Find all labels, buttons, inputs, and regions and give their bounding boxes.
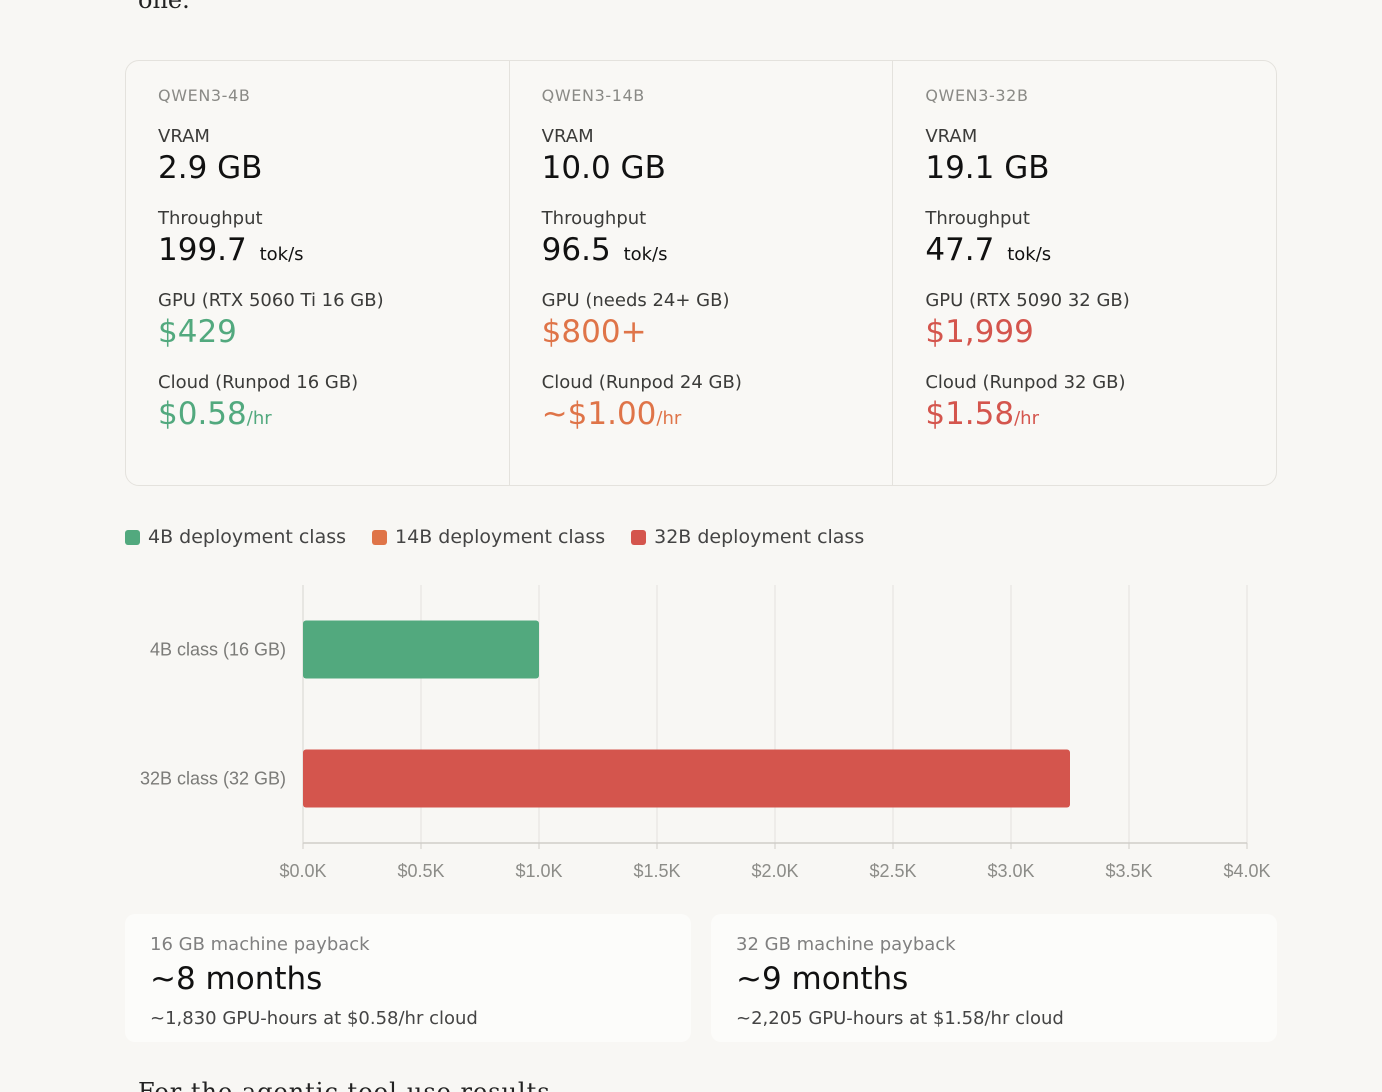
payback-card-16gb: 16 GB machine payback ~8 months ~1,830 G… <box>125 914 691 1042</box>
model-card-14b: QWEN3-14B VRAM 10.0 GB Throughput 96.5 t… <box>510 61 894 485</box>
legend-swatch <box>125 529 140 545</box>
x-tick-label: $3.0K <box>987 861 1034 881</box>
cloud-price-metric: Cloud (Runpod 24 GB) ~$1.00/hr <box>542 372 893 434</box>
payback-detail: ~1,830 GPU-hours at $0.58/hr cloud <box>150 1008 478 1029</box>
gpu-price: $1,999 <box>925 314 1034 350</box>
cloud-price-unit: /hr <box>656 408 682 429</box>
cloud-price-row: $0.58/hr <box>158 394 509 434</box>
throughput-value: 47.7 <box>925 232 995 268</box>
throughput-value-row: 96.5 tok/s <box>542 230 893 270</box>
throughput-metric: Throughput 199.7 tok/s <box>158 208 509 270</box>
cloud-price-row: $1.58/hr <box>925 394 1276 434</box>
payback-label: 32 GB machine payback <box>736 934 956 955</box>
throughput-value-row: 47.7 tok/s <box>925 230 1276 270</box>
gpu-label: GPU (RTX 5060 Ti 16 GB) <box>158 290 384 311</box>
x-tick-label: $1.5K <box>633 861 680 881</box>
vram-value: 19.1 GB <box>925 150 1050 186</box>
legend-label: 14B deployment class <box>395 526 606 548</box>
cloud-price-unit: /hr <box>246 408 272 429</box>
throughput-value: 199.7 <box>158 232 247 268</box>
legend-label: 4B deployment class <box>148 526 347 548</box>
chart-legend: 4B deployment class 14B deployment class… <box>125 524 890 550</box>
legend-item-14b: 14B deployment class <box>372 526 605 548</box>
prose-fragment-top: one. <box>138 0 190 14</box>
category-label: 32B class (32 GB) <box>140 769 286 789</box>
cloud-label: Cloud (Runpod 32 GB) <box>925 372 1126 393</box>
model-name: QWEN3-32B <box>925 86 1029 105</box>
x-tick-label: $0.5K <box>397 861 444 881</box>
x-tick-label: $2.5K <box>869 861 916 881</box>
legend-swatch <box>631 529 647 545</box>
throughput-unit: tok/s <box>623 244 668 265</box>
legend-label: 32B deployment class <box>654 526 865 548</box>
category-label: 4B class (16 GB) <box>150 640 286 660</box>
vram-label: VRAM <box>541 126 594 147</box>
model-name: QWEN3-4B <box>158 86 251 105</box>
payback-detail: ~2,205 GPU-hours at $1.58/hr cloud <box>736 1008 1064 1029</box>
cloud-price: ~$1.00 <box>541 396 657 432</box>
cloud-price-metric: Cloud (Runpod 16 GB) $0.58/hr <box>158 372 509 434</box>
gpu-label: GPU (needs 24+ GB) <box>541 290 730 311</box>
cloud-price-metric: Cloud (Runpod 32 GB) $1.58/hr <box>925 372 1276 434</box>
gpu-price: $800+ <box>541 314 647 350</box>
x-tick-label: $2.0K <box>751 861 798 881</box>
vram-metric: VRAM 2.9 GB <box>158 126 509 188</box>
payback-label: 16 GB machine payback <box>150 934 370 955</box>
payback-card-32gb: 32 GB machine payback ~9 months ~2,205 G… <box>711 914 1277 1042</box>
x-tick-label: $4.0K <box>1223 861 1270 881</box>
gpu-price: $429 <box>158 314 237 350</box>
x-tick-label: $3.5K <box>1105 861 1152 881</box>
throughput-unit: tok/s <box>1007 244 1052 265</box>
gpu-label: GPU (RTX 5090 32 GB) <box>925 290 1130 311</box>
vram-label: VRAM <box>158 126 210 147</box>
throughput-unit: tok/s <box>259 244 304 265</box>
legend-item-32b: 32B deployment class <box>631 526 864 548</box>
payback-value: ~9 months <box>736 961 909 997</box>
vram-value: 10.0 GB <box>541 150 666 186</box>
payback-value: ~8 months <box>150 961 323 997</box>
legend-swatch <box>372 529 388 545</box>
vram-label: VRAM <box>925 126 978 147</box>
vram-metric: VRAM 10.0 GB <box>542 126 893 188</box>
throughput-value: 96.5 <box>541 232 611 268</box>
bar <box>303 749 1070 808</box>
model-comparison-grid: QWEN3-4B VRAM 2.9 GB Throughput 199.7 to… <box>125 60 1277 486</box>
throughput-label: Throughput <box>541 208 647 229</box>
cloud-price: $1.58 <box>925 396 1015 432</box>
cloud-label: Cloud (Runpod 16 GB) <box>158 372 359 393</box>
model-card-4b: QWEN3-4B VRAM 2.9 GB Throughput 199.7 to… <box>126 61 510 485</box>
cloud-label: Cloud (Runpod 24 GB) <box>541 372 742 393</box>
model-card-32b: QWEN3-32B VRAM 19.1 GB Throughput 47.7 t… <box>893 61 1276 485</box>
vram-value: 2.9 GB <box>158 150 263 186</box>
gpu-price-metric: GPU (needs 24+ GB) $800+ <box>542 290 893 352</box>
legend-item-4b: 4B deployment class <box>125 526 346 548</box>
throughput-label: Throughput <box>158 208 263 229</box>
throughput-metric: Throughput 47.7 tok/s <box>925 208 1276 270</box>
bar <box>303 620 539 679</box>
hardware-cost-bar-chart: $0.0K $0.5K $1.0K $1.5K $2.0K $2.5K $3.0K $3.5K… <box>140 585 1271 881</box>
cloud-price: $0.58 <box>158 396 247 432</box>
throughput-value-row: 199.7 tok/s <box>158 230 509 270</box>
prose-fragment-bottom: For the agentic tool-use results <box>138 1078 551 1092</box>
gpu-price-metric: GPU (RTX 5090 32 GB) $1,999 <box>925 290 1276 352</box>
x-tick-label: $1.0K <box>515 861 562 881</box>
throughput-label: Throughput <box>925 208 1030 229</box>
cloud-price-row: ~$1.00/hr <box>542 394 893 434</box>
cloud-price-unit: /hr <box>1014 408 1039 429</box>
x-tick-label: $0.0K <box>279 861 326 881</box>
vram-metric: VRAM 19.1 GB <box>925 126 1276 188</box>
throughput-metric: Throughput 96.5 tok/s <box>542 208 893 270</box>
model-name: QWEN3-14B <box>541 86 645 105</box>
gpu-price-metric: GPU (RTX 5060 Ti 16 GB) $429 <box>158 290 509 352</box>
